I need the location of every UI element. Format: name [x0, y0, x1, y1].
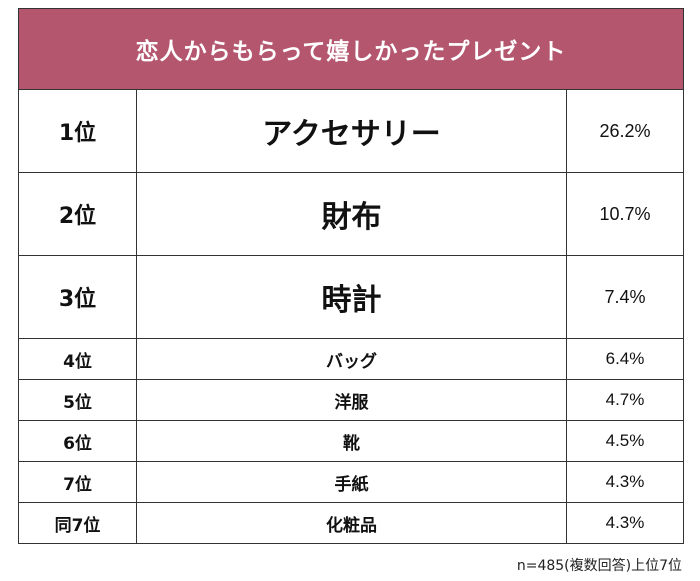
- percent-cell: 6.4%: [566, 338, 684, 380]
- table-row: 7位 手紙 4.3%: [18, 461, 684, 503]
- percent-cell: 4.3%: [566, 502, 684, 544]
- item-cell: 化粧品: [136, 502, 567, 544]
- item-cell: アクセサリー: [136, 89, 567, 173]
- footnote: n=485(複数回答)上位7位: [516, 558, 682, 574]
- item-cell: 財布: [136, 172, 567, 256]
- rank-cell: 2位: [18, 172, 137, 256]
- item-cell: 時計: [136, 255, 567, 339]
- rank-cell: 6位: [18, 420, 137, 462]
- rank-cell: 5位: [18, 379, 137, 421]
- ranking-table: 恋人からもらって嬉しかったプレゼント 1位 アクセサリー 26.2% 2位 財布…: [18, 8, 684, 544]
- table-title: 恋人からもらって嬉しかったプレゼント: [18, 8, 684, 90]
- item-cell: 洋服: [136, 379, 567, 421]
- table-row: 4位 バッグ 6.4%: [18, 338, 684, 380]
- table-row: 5位 洋服 4.7%: [18, 379, 684, 421]
- rank-cell: 1位: [18, 89, 137, 173]
- item-cell: 靴: [136, 420, 567, 462]
- percent-cell: 4.5%: [566, 420, 684, 462]
- table-row: 6位 靴 4.5%: [18, 420, 684, 462]
- table-row: 1位 アクセサリー 26.2%: [18, 89, 684, 173]
- rank-cell: 同7位: [18, 502, 137, 544]
- percent-cell: 4.3%: [566, 461, 684, 503]
- rank-cell: 4位: [18, 338, 137, 380]
- table-row: 2位 財布 10.7%: [18, 172, 684, 256]
- percent-cell: 26.2%: [566, 89, 684, 173]
- percent-cell: 4.7%: [566, 379, 684, 421]
- rank-cell: 3位: [18, 255, 137, 339]
- percent-cell: 10.7%: [566, 172, 684, 256]
- percent-cell: 7.4%: [566, 255, 684, 339]
- item-cell: 手紙: [136, 461, 567, 503]
- rank-cell: 7位: [18, 461, 137, 503]
- table-row: 3位 時計 7.4%: [18, 255, 684, 339]
- item-cell: バッグ: [136, 338, 567, 380]
- title-row: 恋人からもらって嬉しかったプレゼント: [18, 8, 684, 90]
- table-row: 同7位 化粧品 4.3%: [18, 502, 684, 544]
